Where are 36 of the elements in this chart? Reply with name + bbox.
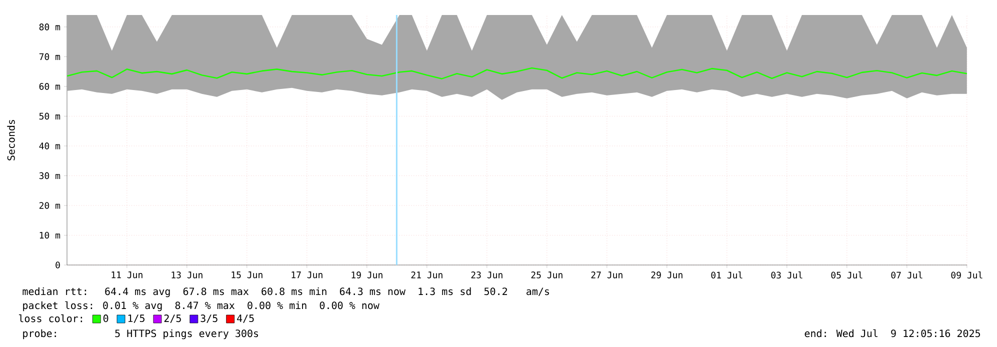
- y-tick-label: 20 m: [39, 202, 60, 209]
- y-tick-label: 50 m: [39, 112, 60, 120]
- legend-title: loss color:: [18, 314, 82, 322]
- y-tick-label: 0: [56, 262, 60, 268]
- x-tick-label: 21 Jun: [411, 272, 442, 278]
- x-tick-label: 07 Jul: [891, 272, 922, 279]
- text: end: Wed Jul 9 12:05:16 2025: [804, 329, 980, 338]
- legend-label: 1/5: [128, 314, 144, 323]
- x-tick-label: 29 Jun: [651, 272, 682, 278]
- y-axis-title: Seconds: [7, 120, 15, 160]
- x-tick-label: 01 Jul: [711, 272, 742, 279]
- x-tick-label: 11 Jun: [112, 272, 142, 278]
- legend-label: 2/5: [164, 314, 181, 323]
- x-tick-label: 19 Jun: [352, 272, 382, 278]
- legend-label: 0: [103, 314, 108, 322]
- x-tick-label: 03 Jul: [771, 272, 802, 279]
- x-tick-label: 25 Jun: [531, 272, 562, 278]
- line-series: [67, 67, 968, 80]
- x-tick-label: 27 Jun: [591, 272, 622, 278]
- text: median rtt: 64.4 ms avg 67.8 ms max 60.8 ms min 64.3 ms now 1.3 ms sd 50.2 am/s: [22, 287, 549, 298]
- legend-label: 4/5: [237, 314, 254, 323]
- x-tick-label: 23 Jun: [471, 272, 502, 278]
- y-tick-label: 30 m: [39, 172, 60, 180]
- x-tick-label: 15 Jun: [232, 272, 262, 278]
- y-tick-label: 10 m: [40, 232, 60, 239]
- text: packet loss: 0.01 % avg 8.47 % max 0.00 % min 0.00 % now: [23, 301, 380, 312]
- legend-label: 3/5: [200, 314, 218, 323]
- y-tick-label: 80 m: [39, 24, 60, 30]
- text: probe: 5 HTTPS pings every 300s: [23, 329, 258, 340]
- x-tick-label: 17 Jun: [292, 272, 322, 278]
- x-tick-label: 09 Jul: [951, 272, 982, 279]
- y-tick-label: 70 m: [39, 53, 60, 60]
- y-tick-label: 60 m: [39, 83, 60, 90]
- x-tick-label: 05 Jul: [831, 272, 862, 279]
- x-tick-label: 13 Jun: [172, 272, 202, 278]
- y-tick-label: 40 m: [39, 142, 60, 150]
